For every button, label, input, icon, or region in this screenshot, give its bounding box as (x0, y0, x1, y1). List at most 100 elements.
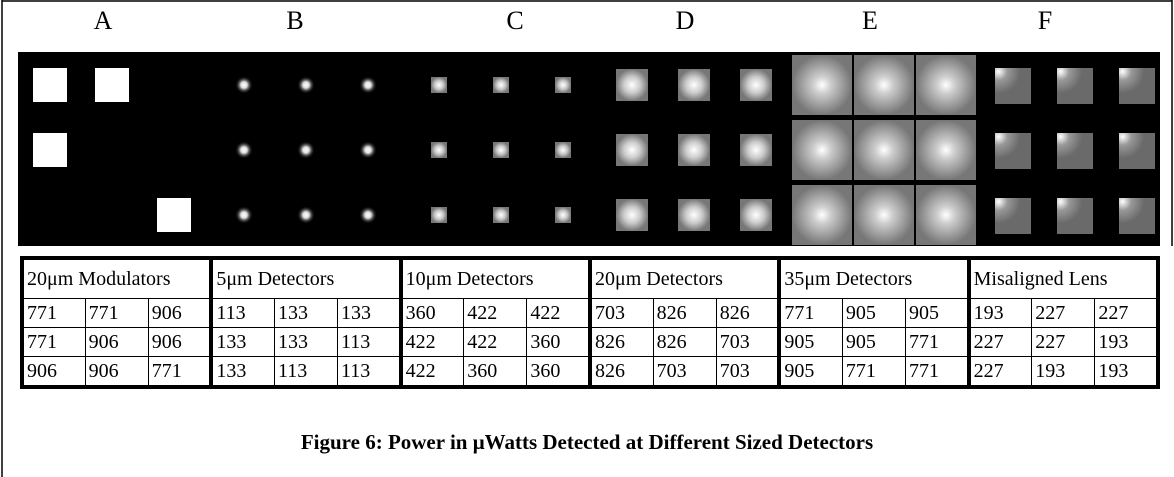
power-cell: 703 (716, 357, 779, 388)
spot (854, 185, 914, 245)
power-cell: 771 (85, 299, 148, 328)
power-cell: 133 (211, 357, 274, 388)
power-cell: 826 (653, 328, 716, 357)
spot (1057, 198, 1093, 234)
power-cell: 906 (148, 299, 211, 328)
panel-label: F (1038, 6, 1052, 36)
spot (1057, 68, 1093, 104)
power-cell: 360 (401, 299, 464, 328)
spot (616, 134, 648, 166)
power-cell: 360 (527, 328, 590, 357)
spot (1119, 198, 1155, 234)
spot (792, 120, 852, 180)
spot (1057, 133, 1093, 169)
power-cell: 905 (779, 357, 842, 388)
power-cell: 826 (653, 299, 716, 328)
spot (616, 199, 648, 231)
power-cell: 906 (22, 357, 85, 388)
spot (740, 69, 772, 101)
power-cell: 227 (1032, 328, 1095, 357)
power-cell: 771 (906, 328, 969, 357)
modulator-spot (33, 133, 67, 167)
group-header: Misaligned Lens (969, 258, 1158, 299)
spot (555, 77, 571, 93)
spot (359, 206, 377, 224)
spot (995, 133, 1031, 169)
spot (616, 69, 648, 101)
spot (235, 141, 253, 159)
power-cell: 227 (969, 328, 1032, 357)
spot (916, 120, 976, 180)
power-cell: 227 (969, 357, 1032, 388)
panel-label: D (676, 6, 695, 36)
power-cell: 703 (653, 357, 716, 388)
power-cell: 133 (274, 299, 337, 328)
panel-label: A (94, 6, 113, 36)
power-cell: 906 (85, 357, 148, 388)
power-cell: 113 (211, 299, 274, 328)
spot (297, 141, 315, 159)
spot (740, 134, 772, 166)
spot (431, 142, 447, 158)
power-cell: 906 (85, 328, 148, 357)
table-row: 7717719061131331333604224227038268267719… (22, 299, 1158, 328)
spot (678, 69, 710, 101)
power-cell: 771 (906, 357, 969, 388)
spot (431, 207, 447, 223)
power-cell: 905 (842, 328, 905, 357)
spot (555, 207, 571, 223)
power-cell: 422 (401, 357, 464, 388)
power-cell: 703 (590, 299, 653, 328)
group-header: 5μm Detectors (211, 258, 400, 299)
power-cell: 193 (969, 299, 1032, 328)
power-cell: 133 (338, 299, 401, 328)
group-header: 10μm Detectors (401, 258, 590, 299)
group-header: 20μm Modulators (22, 258, 211, 299)
panel-label: E (862, 6, 878, 36)
power-cell: 360 (464, 357, 527, 388)
spot (493, 207, 509, 223)
power-cell: 422 (401, 328, 464, 357)
spot (297, 206, 315, 224)
spot (1119, 68, 1155, 104)
power-cell: 771 (148, 357, 211, 388)
spot (493, 142, 509, 158)
spot (678, 199, 710, 231)
power-cell: 193 (1095, 328, 1158, 357)
power-cell: 905 (906, 299, 969, 328)
spot (235, 206, 253, 224)
power-cell: 193 (1095, 357, 1158, 388)
power-cell: 227 (1095, 299, 1158, 328)
spot (916, 55, 976, 115)
spot (359, 141, 377, 159)
spot (359, 76, 377, 94)
power-cell: 771 (779, 299, 842, 328)
power-cell: 771 (22, 328, 85, 357)
spot (995, 68, 1031, 104)
power-cell: 133 (211, 328, 274, 357)
spot (854, 55, 914, 115)
power-cell: 133 (274, 328, 337, 357)
power-cell: 422 (464, 299, 527, 328)
power-cell: 906 (148, 328, 211, 357)
power-cell: 703 (716, 328, 779, 357)
modulator-spot (157, 198, 191, 232)
caption: Figure 6: Power in μWatts Detected at Di… (0, 430, 1174, 455)
power-cell: 905 (779, 328, 842, 357)
group-header: 35μm Detectors (779, 258, 968, 299)
spot (235, 76, 253, 94)
power-cell: 826 (716, 299, 779, 328)
spot (493, 77, 509, 93)
spot (297, 76, 315, 94)
power-cell: 113 (274, 357, 337, 388)
panel-label: C (506, 6, 523, 36)
modulator-spot (95, 68, 129, 102)
modulator-spot (33, 68, 67, 102)
spot (995, 198, 1031, 234)
spot (678, 134, 710, 166)
group-header: 20μm Detectors (590, 258, 779, 299)
spot (854, 120, 914, 180)
power-cell: 826 (590, 328, 653, 357)
